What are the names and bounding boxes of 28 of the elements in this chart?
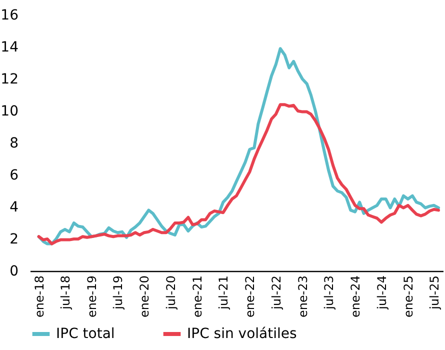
legend-label: IPC sin volátiles xyxy=(187,326,297,342)
x-tick-label: ene-21 xyxy=(190,276,205,318)
y-tick-label: 2 xyxy=(10,232,18,248)
y-tick-label: 0 xyxy=(10,264,18,280)
x-tick-label: jul-20 xyxy=(164,276,178,310)
x-tick-label: ene-23 xyxy=(296,276,310,318)
y-tick-label: 6 xyxy=(10,168,19,184)
y-tick-label: 10 xyxy=(0,104,18,120)
y-tick-label: 4 xyxy=(10,200,19,216)
y-tick-label: 12 xyxy=(0,72,18,88)
x-tick-label: ene-18 xyxy=(32,276,46,318)
y-tick-label: 16 xyxy=(0,8,19,24)
x-tick-label: jul-23 xyxy=(322,276,336,310)
x-tick-label: jul-24 xyxy=(374,276,389,310)
y-tick-label: 14 xyxy=(0,40,19,56)
x-tick-label: ene-25 xyxy=(401,276,416,318)
x-tick-label: jul-18 xyxy=(58,276,72,310)
x-tick-label: jul-25 xyxy=(428,276,442,310)
x-tick-label: ene-19 xyxy=(84,276,99,318)
line-series xyxy=(37,103,440,246)
x-tick-label: ene-20 xyxy=(138,276,152,318)
x-tick-label: jul-22 xyxy=(269,276,284,310)
x-tick-label: jul-21 xyxy=(216,276,231,310)
legend-label: IPC total xyxy=(56,326,115,342)
y-tick-label: 8 xyxy=(10,136,18,152)
x-tick-label: ene-24 xyxy=(348,276,363,318)
x-tick-label: ene-22 xyxy=(243,276,258,318)
x-tick-label: jul-19 xyxy=(111,276,126,310)
